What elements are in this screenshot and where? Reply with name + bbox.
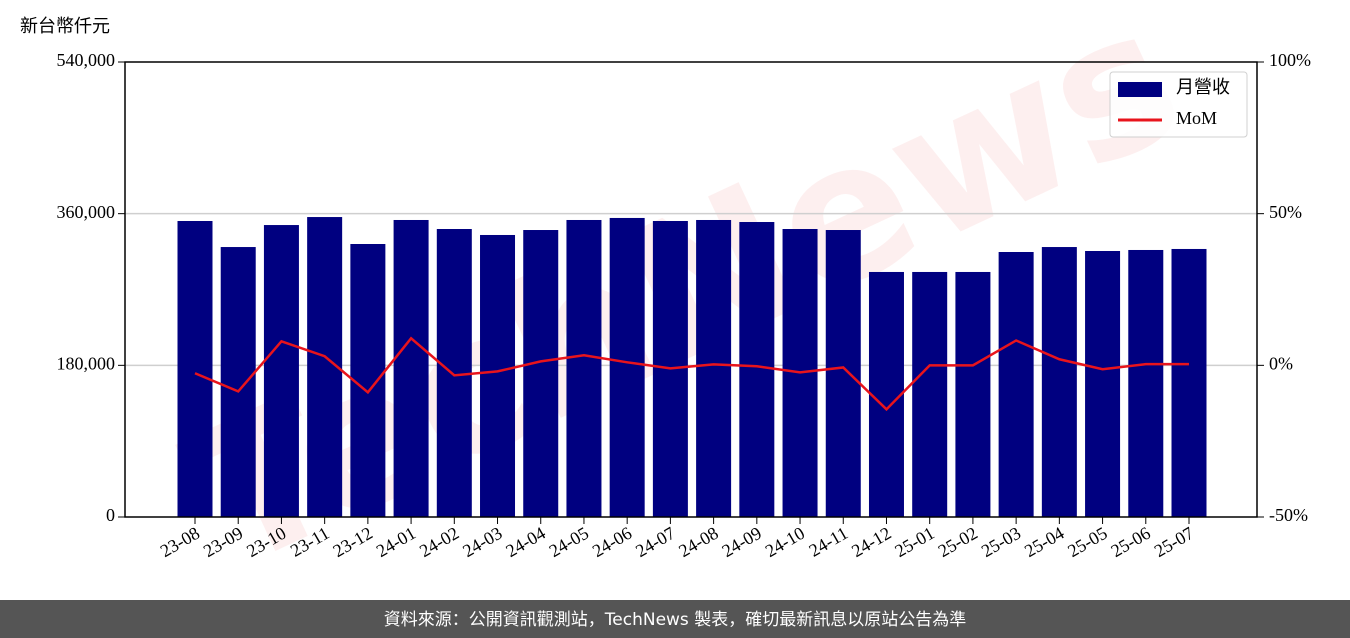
bar (912, 271, 948, 517)
bar (566, 219, 602, 517)
footer-band (0, 600, 1350, 638)
x-tick-label: 24-08 (675, 523, 721, 561)
legend-swatch (1118, 82, 1162, 97)
x-tick-label: 23-08 (157, 523, 203, 561)
y2-tick-label: 100% (1269, 50, 1311, 70)
bar (1085, 250, 1121, 517)
x-tick-label: 25-07 (1151, 523, 1197, 561)
plot-frame (124, 61, 1258, 518)
bar (739, 222, 775, 517)
bar (393, 219, 429, 517)
bar (177, 220, 213, 517)
x-tick-label: 24-11 (806, 523, 852, 561)
bar (868, 271, 904, 517)
x-tick-label: 24-07 (632, 523, 678, 561)
x-tick-label: 25-06 (1107, 523, 1153, 561)
x-tick-label: 24-05 (546, 523, 592, 561)
x-tick-label: 24-06 (589, 523, 635, 561)
x-tick-label: 24-10 (762, 523, 808, 561)
bar (1128, 249, 1164, 517)
bar (480, 234, 516, 517)
x-tick-label: 25-05 (1064, 523, 1110, 561)
y-tick-label: 540,000 (57, 50, 116, 70)
bar (1041, 247, 1077, 518)
bar (998, 252, 1034, 517)
x-tick-label: 25-04 (1021, 523, 1067, 561)
x-tick-label: 24-03 (459, 523, 505, 561)
y-tick-label: 360,000 (57, 202, 116, 222)
x-tick-label: 25-02 (935, 523, 981, 561)
bar (825, 230, 861, 517)
legend-label: MoM (1176, 108, 1217, 128)
bar (220, 247, 256, 518)
legend-label: 月營收 (1176, 77, 1230, 97)
bar (1171, 248, 1207, 517)
x-tick-label: 24-09 (719, 523, 765, 561)
x-tick-label: 25-03 (978, 523, 1024, 561)
x-tick-label: 24-04 (502, 523, 548, 561)
bar (350, 244, 386, 517)
bar (523, 230, 559, 517)
line (194, 336, 1189, 412)
y2-tick-label: -50% (1269, 505, 1308, 525)
y-tick-label: 0 (106, 505, 115, 525)
y-tick-label: 180,000 (57, 353, 116, 373)
bar (436, 229, 472, 518)
bar (609, 217, 645, 518)
x-tick-label: 24-12 (848, 523, 894, 561)
y2-tick-label: 50% (1269, 202, 1302, 222)
footer: 資料來源：公開資訊觀測站，TechNews 製表，確切最新訊息以原站公告為準 (384, 610, 966, 630)
bar (263, 225, 299, 517)
bar (696, 219, 732, 517)
y-axis-label: 新台幣仟元 (20, 16, 110, 37)
y2-tick-label: 0% (1269, 353, 1293, 373)
x-tick-label: 25-01 (891, 523, 937, 561)
bar (955, 271, 991, 517)
